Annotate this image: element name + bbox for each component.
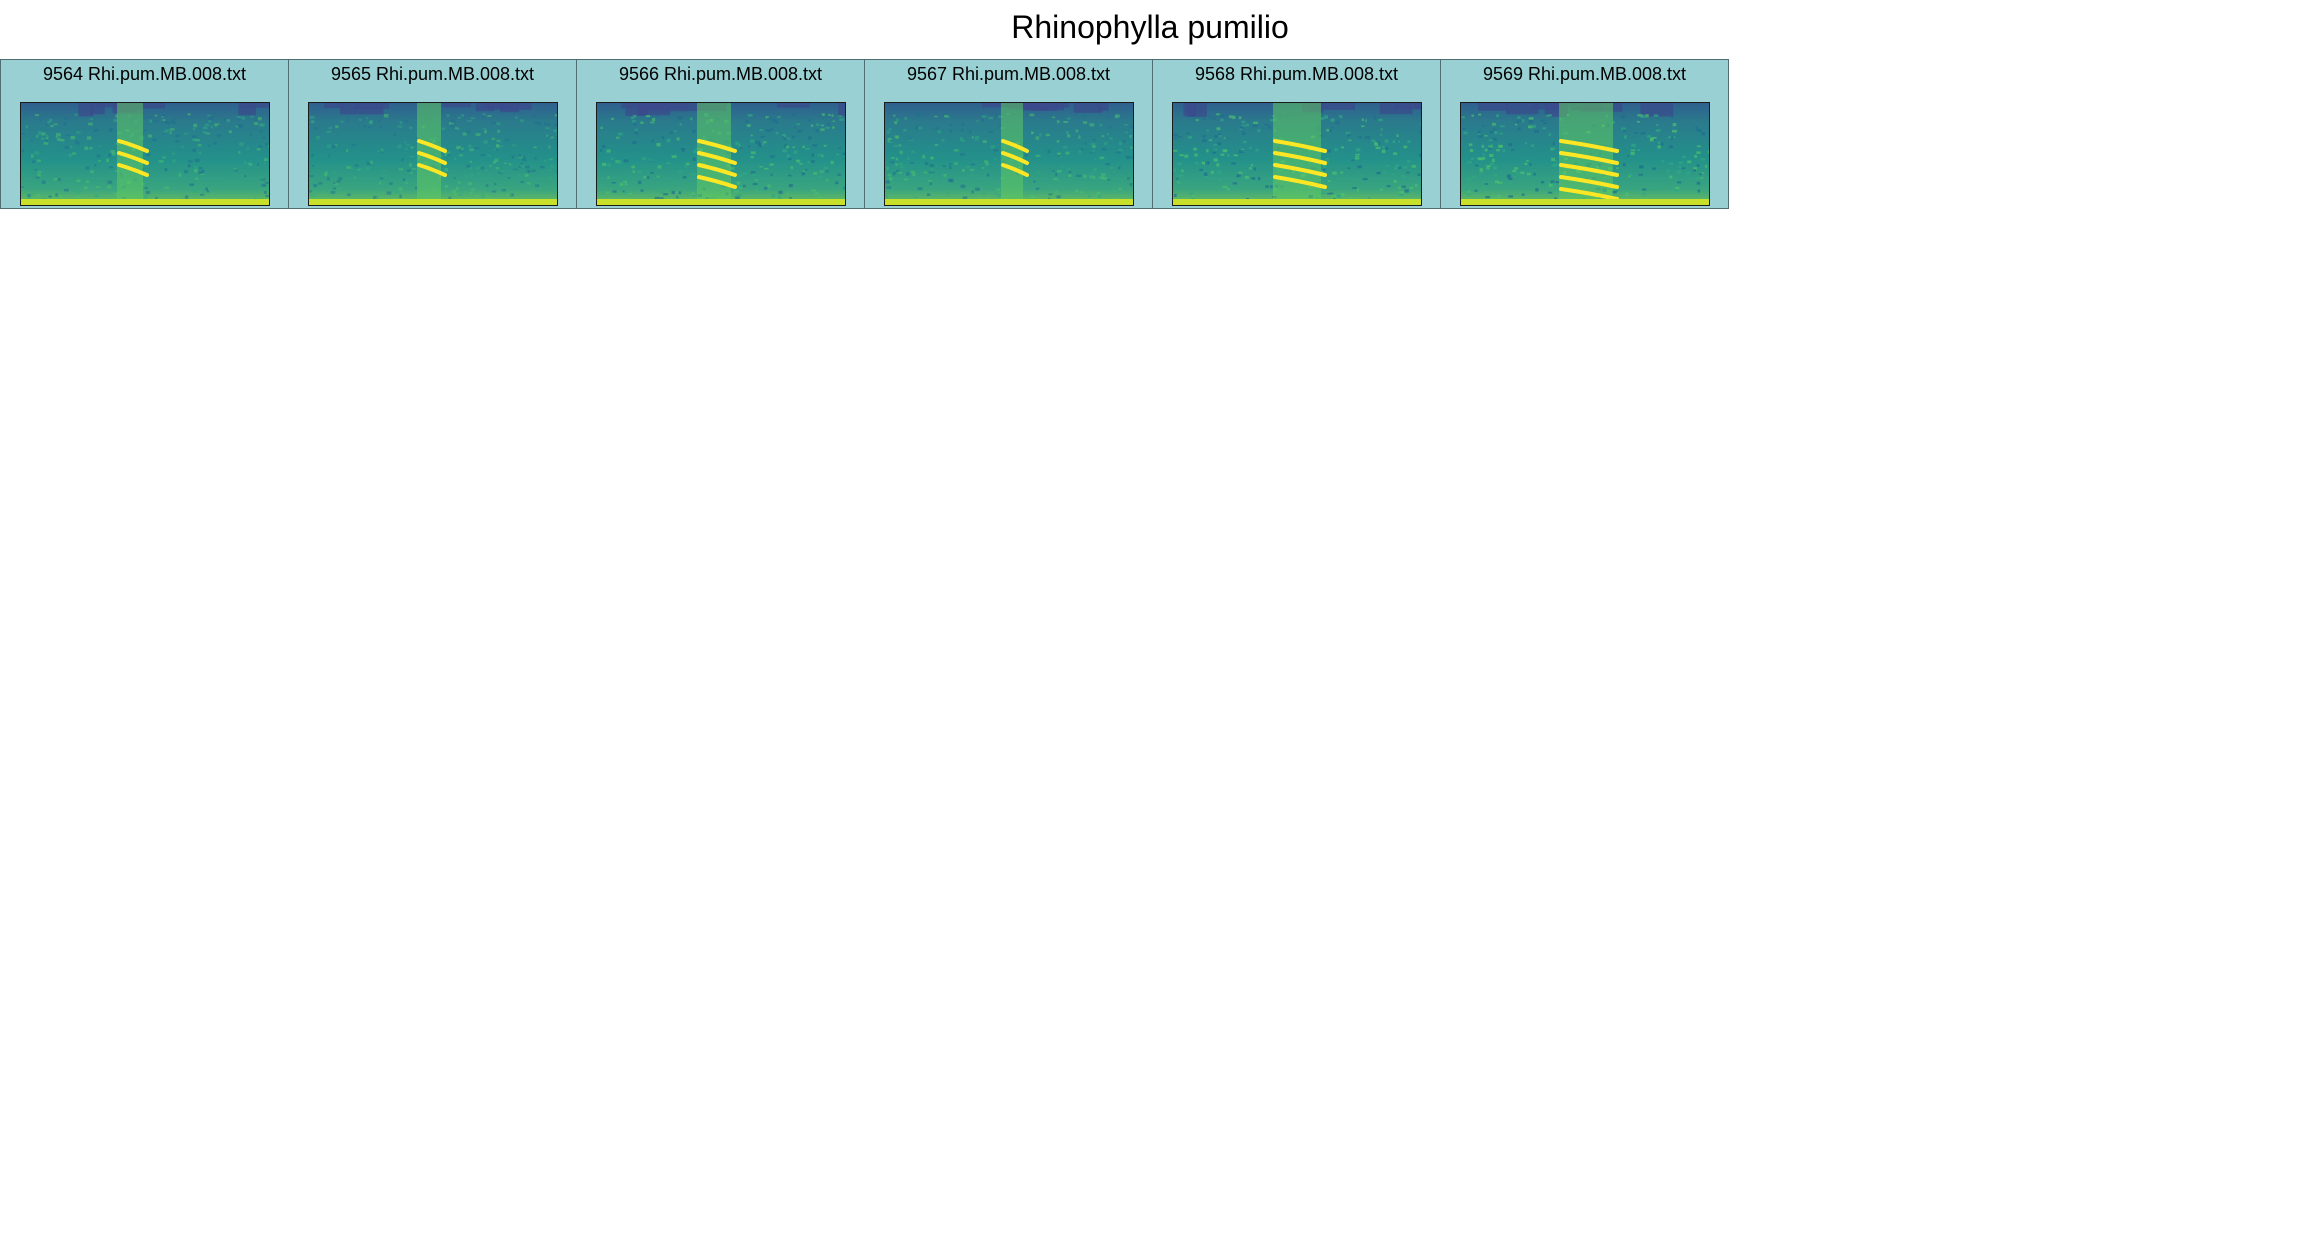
spectrogram-panel: 9565 Rhi.pum.MB.008.txt	[288, 59, 577, 209]
spectrogram-graphic	[309, 103, 557, 205]
panel-body	[865, 88, 1152, 208]
panel-body	[1, 88, 288, 208]
spectrogram-graphic	[885, 103, 1133, 205]
spectrogram-image	[20, 102, 270, 206]
spectrogram-image	[308, 102, 558, 206]
panel-label: 9566 Rhi.pum.MB.008.txt	[618, 64, 823, 84]
spectrogram-image	[884, 102, 1134, 206]
page-title: Rhinophylla pumilio	[1011, 9, 1289, 45]
panel-body	[1441, 88, 1728, 208]
spectrogram-noise	[1461, 113, 1709, 204]
panel-body	[1153, 88, 1440, 208]
spectrogram-graphic	[597, 103, 845, 205]
spectrogram-panel: 9569 Rhi.pum.MB.008.txt	[1440, 59, 1729, 209]
spectrogram-image	[1460, 102, 1710, 206]
spectrogram-top-band	[323, 103, 532, 115]
panel-label: 9564 Rhi.pum.MB.008.txt	[42, 64, 247, 84]
call-harmonics	[1273, 139, 1327, 189]
call-harmonics	[417, 139, 447, 177]
spectrogram-graphic	[1173, 103, 1421, 205]
call-harmonics	[117, 139, 149, 177]
call-harmonics	[1001, 139, 1029, 177]
spectrogram-floor	[21, 199, 269, 205]
call-harmonics	[1559, 139, 1619, 201]
panel-body	[289, 88, 576, 208]
spectrogram-panel: 9567 Rhi.pum.MB.008.txt	[864, 59, 1153, 209]
panel-label: 9567 Rhi.pum.MB.008.txt	[906, 64, 1111, 84]
spectrogram-image	[596, 102, 846, 206]
call-column	[1001, 103, 1023, 205]
panel-label: 9568 Rhi.pum.MB.008.txt	[1194, 64, 1399, 84]
panel-body	[577, 88, 864, 208]
spectrogram-image	[1172, 102, 1422, 206]
spectrogram-floor	[597, 199, 845, 205]
spectrogram-panel: 9566 Rhi.pum.MB.008.txt	[576, 59, 865, 209]
panel-label: 9569 Rhi.pum.MB.008.txt	[1482, 64, 1687, 84]
spectrogram-floor	[309, 199, 557, 205]
spectrogram-floor	[1173, 199, 1421, 205]
spectrogram-graphic	[1461, 103, 1709, 205]
spectrogram-floor	[885, 199, 1133, 205]
spectrogram-panel: 9568 Rhi.pum.MB.008.txt	[1152, 59, 1441, 209]
call-harmonics	[697, 139, 737, 189]
spectrogram-noise	[885, 113, 1133, 204]
spectrogram-floor	[1461, 199, 1709, 205]
panel-label: 9565 Rhi.pum.MB.008.txt	[330, 64, 535, 84]
spectrogram-panel: 9564 Rhi.pum.MB.008.txt	[0, 59, 289, 209]
spectrogram-graphic	[21, 103, 269, 205]
spectrogram-strip: 9564 Rhi.pum.MB.008.txt 9565 Rhi.pum.MB.…	[0, 59, 1729, 209]
